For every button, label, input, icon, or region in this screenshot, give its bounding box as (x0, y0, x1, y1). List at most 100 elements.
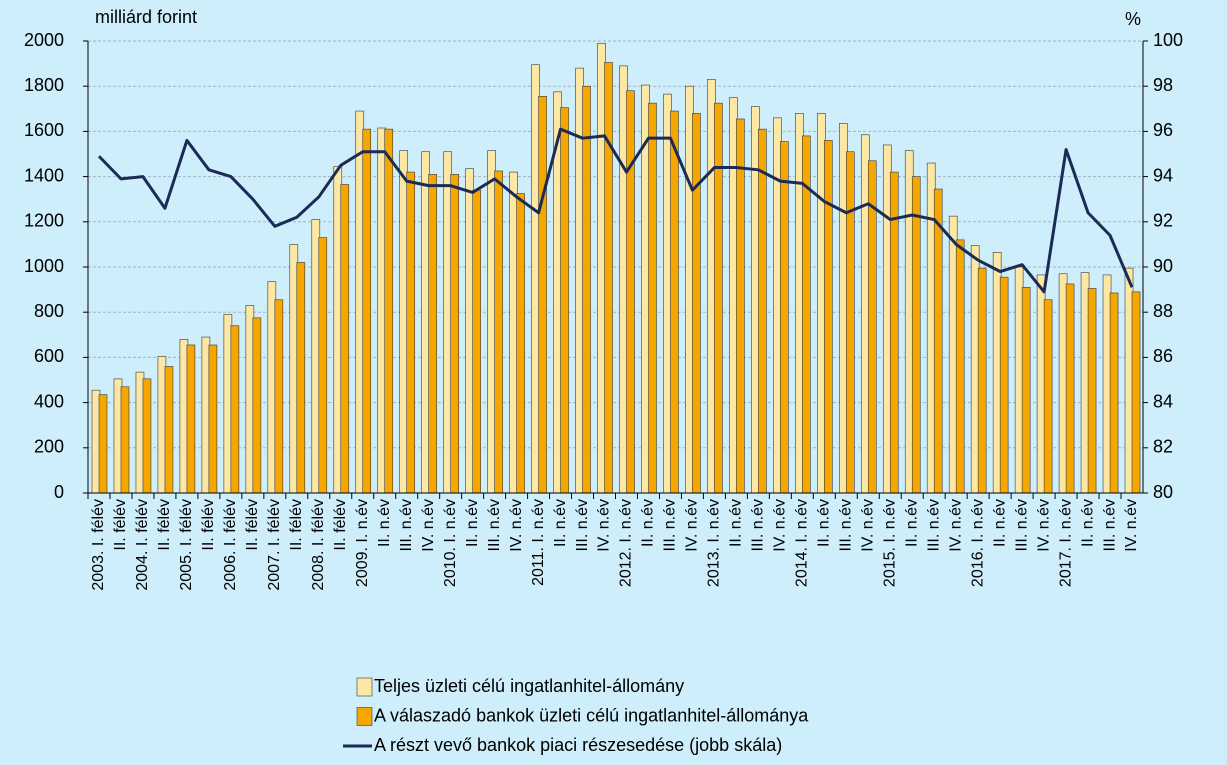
legend-label: A válaszadó bankok üzleti célú ingatlanh… (374, 705, 809, 725)
bar (670, 110, 679, 494)
x-tick-label: 2015. I. n.év (881, 499, 898, 587)
x-tick-label: III. n.év (662, 499, 679, 551)
bar (692, 113, 701, 494)
y-tick-label: 2000 (24, 30, 64, 50)
bar (120, 386, 130, 494)
x-tick-label: II. n.év (816, 499, 833, 547)
y-tick-label: 0 (54, 482, 64, 502)
bar (977, 267, 987, 494)
bar (999, 276, 1009, 494)
x-tick-label: 2009. I. n.év (354, 499, 371, 587)
bar (560, 107, 569, 494)
legend-label: Teljes üzleti célú ingatlanhitel-állomán… (374, 676, 684, 696)
bar (428, 174, 437, 494)
x-tick-label: IV. n.év (1035, 499, 1052, 552)
legend-swatch (356, 677, 373, 697)
bar (845, 151, 855, 494)
x-tick-label: IV. n.év (947, 499, 964, 552)
bar (955, 239, 965, 494)
x-tick-label: III. n.év (1101, 499, 1118, 551)
y2-tick-label: 88 (1153, 301, 1173, 321)
x-tick-label: 2005. I. félév (178, 499, 195, 591)
bar (98, 394, 108, 494)
x-tick-label: IV. n.év (596, 499, 613, 552)
bar (1043, 299, 1053, 494)
bar (252, 317, 262, 494)
bar (758, 128, 767, 494)
legend-label: A részt vevő bankok piaci részesedése (j… (374, 735, 782, 755)
legend-swatch (356, 707, 373, 726)
bar (450, 174, 459, 494)
y2-tick-label: 98 (1153, 75, 1173, 95)
x-tick-label: IV. n.év (1123, 499, 1140, 552)
x-tick-label: II. n.év (640, 499, 657, 547)
bar (384, 128, 394, 494)
y2-tick-label: 86 (1153, 346, 1173, 366)
bar (626, 90, 635, 494)
x-tick-label: IV. n.év (420, 499, 437, 552)
bar (208, 344, 218, 494)
bar (538, 96, 547, 494)
y-tick-label: 1400 (24, 165, 64, 185)
x-tick-label: 2011. I. n.év (530, 499, 547, 586)
bar (714, 102, 723, 494)
x-tick-label: 2004. I. félév (134, 499, 151, 591)
y-tick-label: 200 (34, 437, 64, 457)
bar (824, 140, 833, 494)
bar (472, 189, 481, 494)
bar (142, 378, 152, 494)
x-tick-label: II. n.év (991, 499, 1008, 547)
y2-tick-label: 82 (1153, 437, 1173, 457)
bar (164, 366, 174, 494)
x-tick-label: IV. n.év (859, 499, 876, 552)
bar (582, 85, 591, 494)
bar (1087, 288, 1097, 494)
x-tick-label: 2016. I. n.év (969, 499, 986, 587)
bar (340, 184, 350, 494)
x-tick-label: II. félév (332, 499, 349, 551)
bar (867, 160, 877, 494)
x-tick-label: III. n.év (750, 499, 767, 551)
bar (230, 325, 240, 494)
x-tick-label: 2006. I. félév (222, 499, 239, 591)
bar (318, 237, 328, 494)
x-tick-label: II. félév (244, 499, 261, 551)
x-tick-label: II. félév (112, 499, 129, 551)
bar (933, 188, 943, 494)
y-tick-label: 800 (34, 301, 64, 321)
bar (736, 118, 745, 494)
bar (1065, 283, 1075, 494)
y2-tick-label: 94 (1153, 165, 1173, 185)
x-tick-label: III. n.év (486, 499, 503, 551)
x-tick-label: 2007. I. félév (266, 499, 283, 591)
y-tick-label: 1000 (24, 256, 64, 276)
bar (1021, 287, 1031, 494)
x-tick-label: II. n.év (464, 499, 481, 547)
x-tick-label: II. n.év (376, 499, 393, 547)
y2-tick-label: 90 (1153, 256, 1173, 276)
x-tick-label: 2013. I. n.év (706, 499, 723, 587)
x-tick-label: II. n.év (552, 499, 569, 547)
y2-tick-label: 80 (1153, 482, 1173, 502)
bar (494, 170, 503, 494)
x-tick-label: II. félév (288, 499, 305, 551)
y2-tick-label: 96 (1153, 120, 1173, 140)
x-tick-label: III. n.év (398, 499, 415, 551)
x-tick-label: 2008. I. félév (310, 499, 327, 591)
y-tick-label: 600 (34, 346, 64, 366)
y-tick-label: 1200 (24, 211, 64, 231)
bar (406, 171, 416, 494)
x-tick-label: IV. n.év (684, 499, 701, 552)
bar (296, 262, 306, 494)
x-tick-label: III. n.év (925, 499, 942, 551)
bar (1109, 292, 1119, 494)
x-tick-label: III. n.év (1013, 499, 1030, 551)
bar (604, 62, 613, 494)
line (97, 127, 1134, 294)
bar (1131, 291, 1141, 494)
bar (274, 299, 284, 494)
x-tick-label: 2012. I. n.év (618, 499, 635, 587)
bar (362, 128, 372, 494)
x-tick-label: II. félév (156, 499, 173, 551)
